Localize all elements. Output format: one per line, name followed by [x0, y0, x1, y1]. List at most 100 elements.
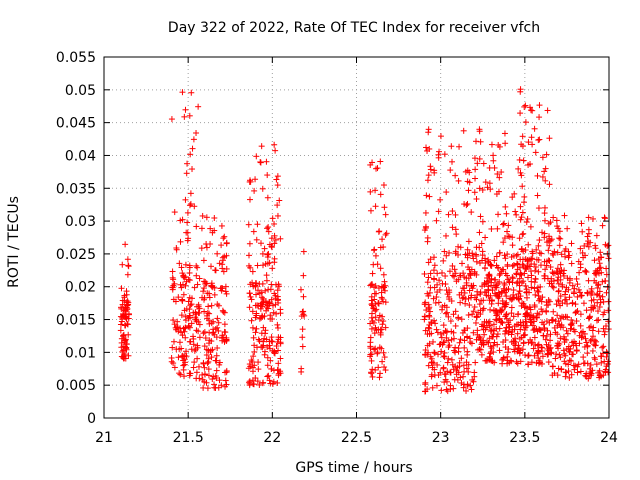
data-point	[271, 255, 278, 262]
data-point	[534, 192, 541, 199]
data-point	[201, 308, 208, 315]
data-point	[528, 319, 535, 326]
data-point	[487, 348, 494, 355]
data-point	[542, 272, 549, 279]
data-point	[467, 272, 474, 279]
data-point	[499, 297, 506, 304]
data-point	[462, 300, 469, 307]
data-point	[515, 165, 522, 172]
data-point	[463, 365, 470, 372]
data-point	[477, 138, 484, 145]
data-point	[435, 299, 442, 306]
data-point	[496, 291, 503, 298]
data-point	[480, 305, 487, 312]
data-point	[477, 213, 484, 220]
data-point	[583, 339, 590, 346]
data-point	[582, 267, 589, 274]
data-point	[462, 251, 469, 258]
data-point	[534, 310, 541, 317]
data-point	[194, 355, 201, 362]
data-point	[488, 225, 495, 232]
data-point	[537, 262, 544, 269]
data-point	[269, 215, 276, 222]
data-point	[219, 254, 226, 261]
data-point	[465, 264, 472, 271]
data-point	[538, 250, 545, 257]
data-point	[195, 310, 202, 317]
data-point	[377, 265, 384, 272]
data-point	[527, 223, 534, 230]
data-point	[434, 329, 441, 336]
data-point	[561, 296, 568, 303]
data-point	[543, 151, 550, 158]
data-point	[566, 374, 573, 381]
data-point	[274, 293, 281, 300]
data-point	[577, 245, 584, 252]
data-point	[524, 274, 531, 281]
data-point	[431, 284, 438, 291]
data-point	[535, 256, 542, 263]
data-point	[485, 292, 492, 299]
data-point	[177, 238, 184, 245]
data-point	[564, 225, 571, 232]
data-point	[474, 160, 481, 167]
data-point	[208, 320, 215, 327]
data-point	[267, 380, 274, 387]
data-point	[213, 367, 220, 374]
data-point	[264, 172, 271, 179]
data-point	[482, 234, 489, 241]
data-point	[274, 321, 281, 328]
data-point	[541, 210, 548, 217]
data-point	[117, 327, 124, 334]
data-point	[536, 136, 543, 143]
data-point	[502, 255, 509, 262]
data-point	[565, 345, 572, 352]
data-point	[200, 288, 207, 295]
data-point	[377, 244, 384, 251]
data-point	[252, 176, 259, 183]
data-point	[447, 167, 454, 174]
data-point	[550, 252, 557, 259]
data-point	[596, 260, 603, 267]
data-point	[531, 302, 538, 309]
data-point	[431, 276, 438, 283]
data-point	[473, 195, 480, 202]
data-point	[516, 275, 523, 282]
y-tick-label: 0.015	[56, 313, 96, 329]
data-point	[447, 318, 454, 325]
data-point	[544, 107, 551, 114]
data-point	[118, 335, 125, 342]
data-point	[180, 366, 187, 373]
data-point	[594, 267, 601, 274]
data-point	[442, 371, 449, 378]
data-point	[432, 320, 439, 327]
data-point	[120, 331, 127, 338]
data-point	[514, 261, 521, 268]
data-point	[274, 379, 281, 386]
data-point	[603, 322, 610, 329]
data-point	[267, 357, 274, 364]
data-point	[118, 314, 125, 321]
data-point	[523, 305, 530, 312]
data-point	[504, 353, 511, 360]
data-point	[181, 307, 188, 314]
data-point	[536, 114, 543, 121]
data-point	[539, 353, 546, 360]
data-point	[274, 182, 281, 189]
data-point	[550, 308, 557, 315]
data-point	[482, 260, 489, 267]
data-point	[249, 268, 256, 275]
data-point	[605, 369, 612, 376]
data-point	[549, 269, 556, 276]
data-point	[424, 177, 431, 184]
x-axis-ticks: 21 21.5 22 22.5 23 23.5 24	[95, 57, 618, 446]
data-point	[442, 272, 449, 279]
data-point	[176, 370, 183, 377]
data-point	[470, 329, 477, 336]
data-point	[455, 177, 462, 184]
data-point	[381, 354, 388, 361]
data-point	[568, 240, 575, 247]
data-point	[221, 233, 228, 240]
